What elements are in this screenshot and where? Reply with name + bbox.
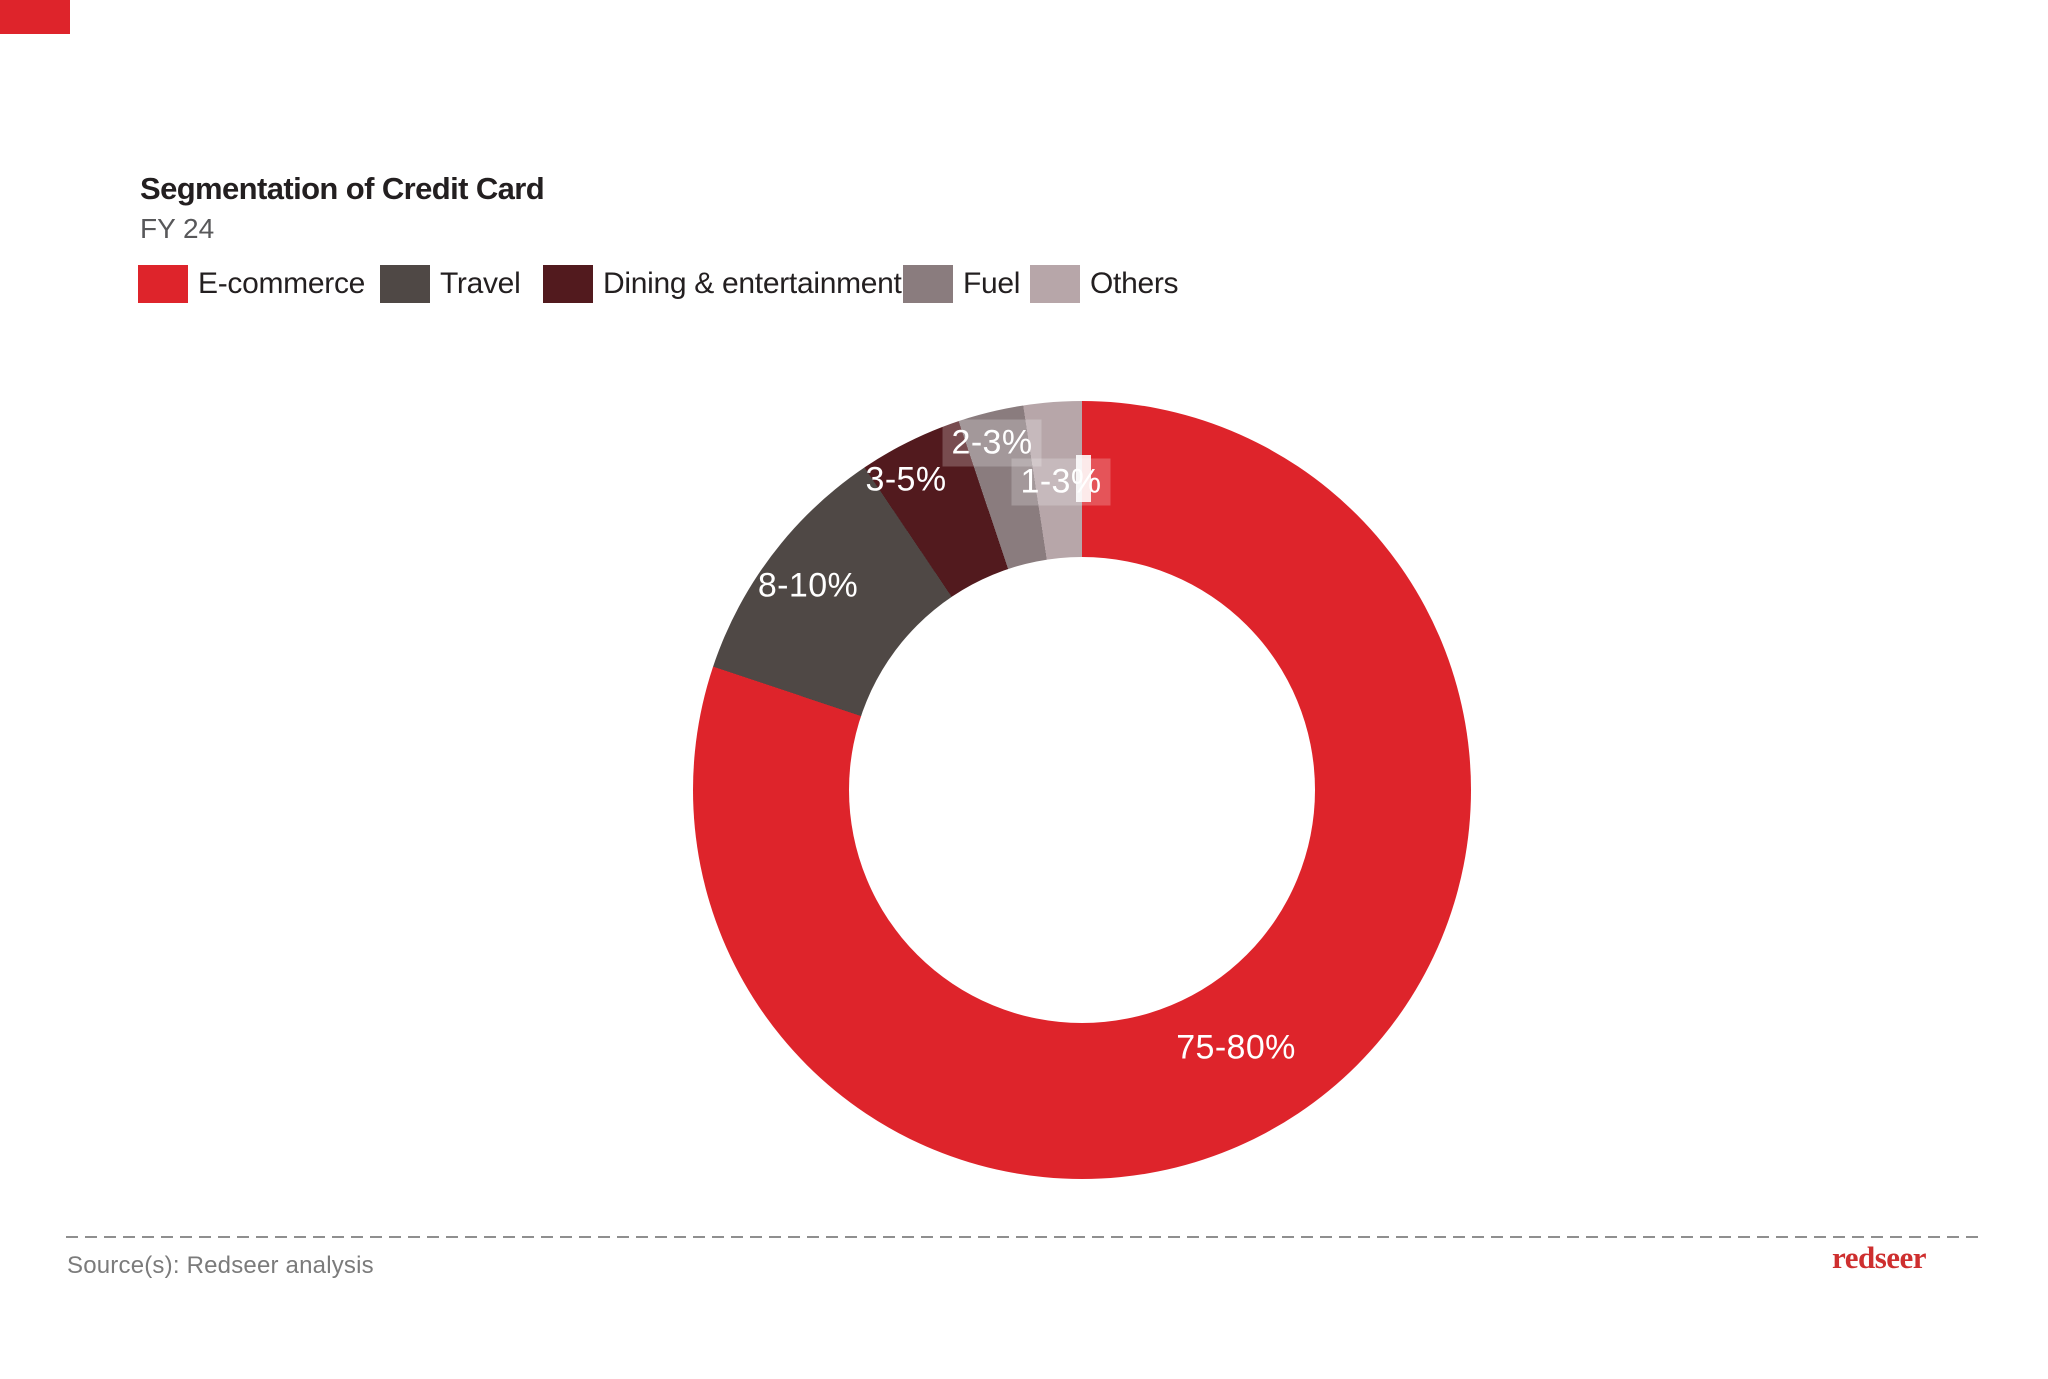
legend-label-dining-entertainment: Dining & entertainment [603, 267, 902, 300]
page-subtitle: FY 24 [140, 213, 215, 244]
legend-swatch-travel [380, 265, 430, 303]
segment-label-dining-entertainment: 3-5% [865, 460, 947, 499]
page-title: Segmentation of Credit Card [140, 171, 545, 206]
segment-label-others: 1-3% [1011, 458, 1111, 506]
legend-item-e-commerce: E-commerce [138, 264, 365, 304]
chart-legend: E-commerce Travel Dining & entertainment Fu… [0, 264, 2048, 304]
legend-item-dining-entertainment: Dining & entertainment [543, 264, 902, 304]
legend-label-e-commerce: E-commerce [198, 267, 366, 300]
legend-item-others: Others [1030, 264, 1179, 304]
donut-chart: 75-80% 8-10% 3-5% 2-3% 1-3% [693, 401, 1471, 1179]
legend-label-travel: Travel [440, 267, 521, 300]
legend-swatch-others [1030, 265, 1080, 303]
legend-label-others: Others [1090, 267, 1179, 300]
segment-label-travel: 8-10% [757, 566, 859, 605]
legend-swatch-e-commerce [138, 265, 188, 303]
donut-hole [849, 557, 1315, 1023]
legend-swatch-dining-entertainment [543, 265, 593, 303]
corner-accent [0, 0, 70, 34]
legend-item-travel: Travel [380, 264, 521, 304]
legend-label-fuel: Fuel [963, 267, 1021, 300]
segment-label-fuel: 2-3% [942, 419, 1042, 467]
legend-item-fuel: Fuel [903, 264, 1020, 304]
redseer-logo: redseer [1832, 1240, 1927, 1275]
source-note: Source(s): Redseer analysis [67, 1252, 374, 1279]
segment-label-e-commerce: 75-80% [1176, 1028, 1296, 1067]
label-background-artifact [1076, 455, 1091, 502]
footer-divider [66, 1236, 1981, 1238]
chart-header: Segmentation of Credit Card FY 24 [140, 171, 545, 244]
legend-swatch-fuel [903, 265, 953, 303]
